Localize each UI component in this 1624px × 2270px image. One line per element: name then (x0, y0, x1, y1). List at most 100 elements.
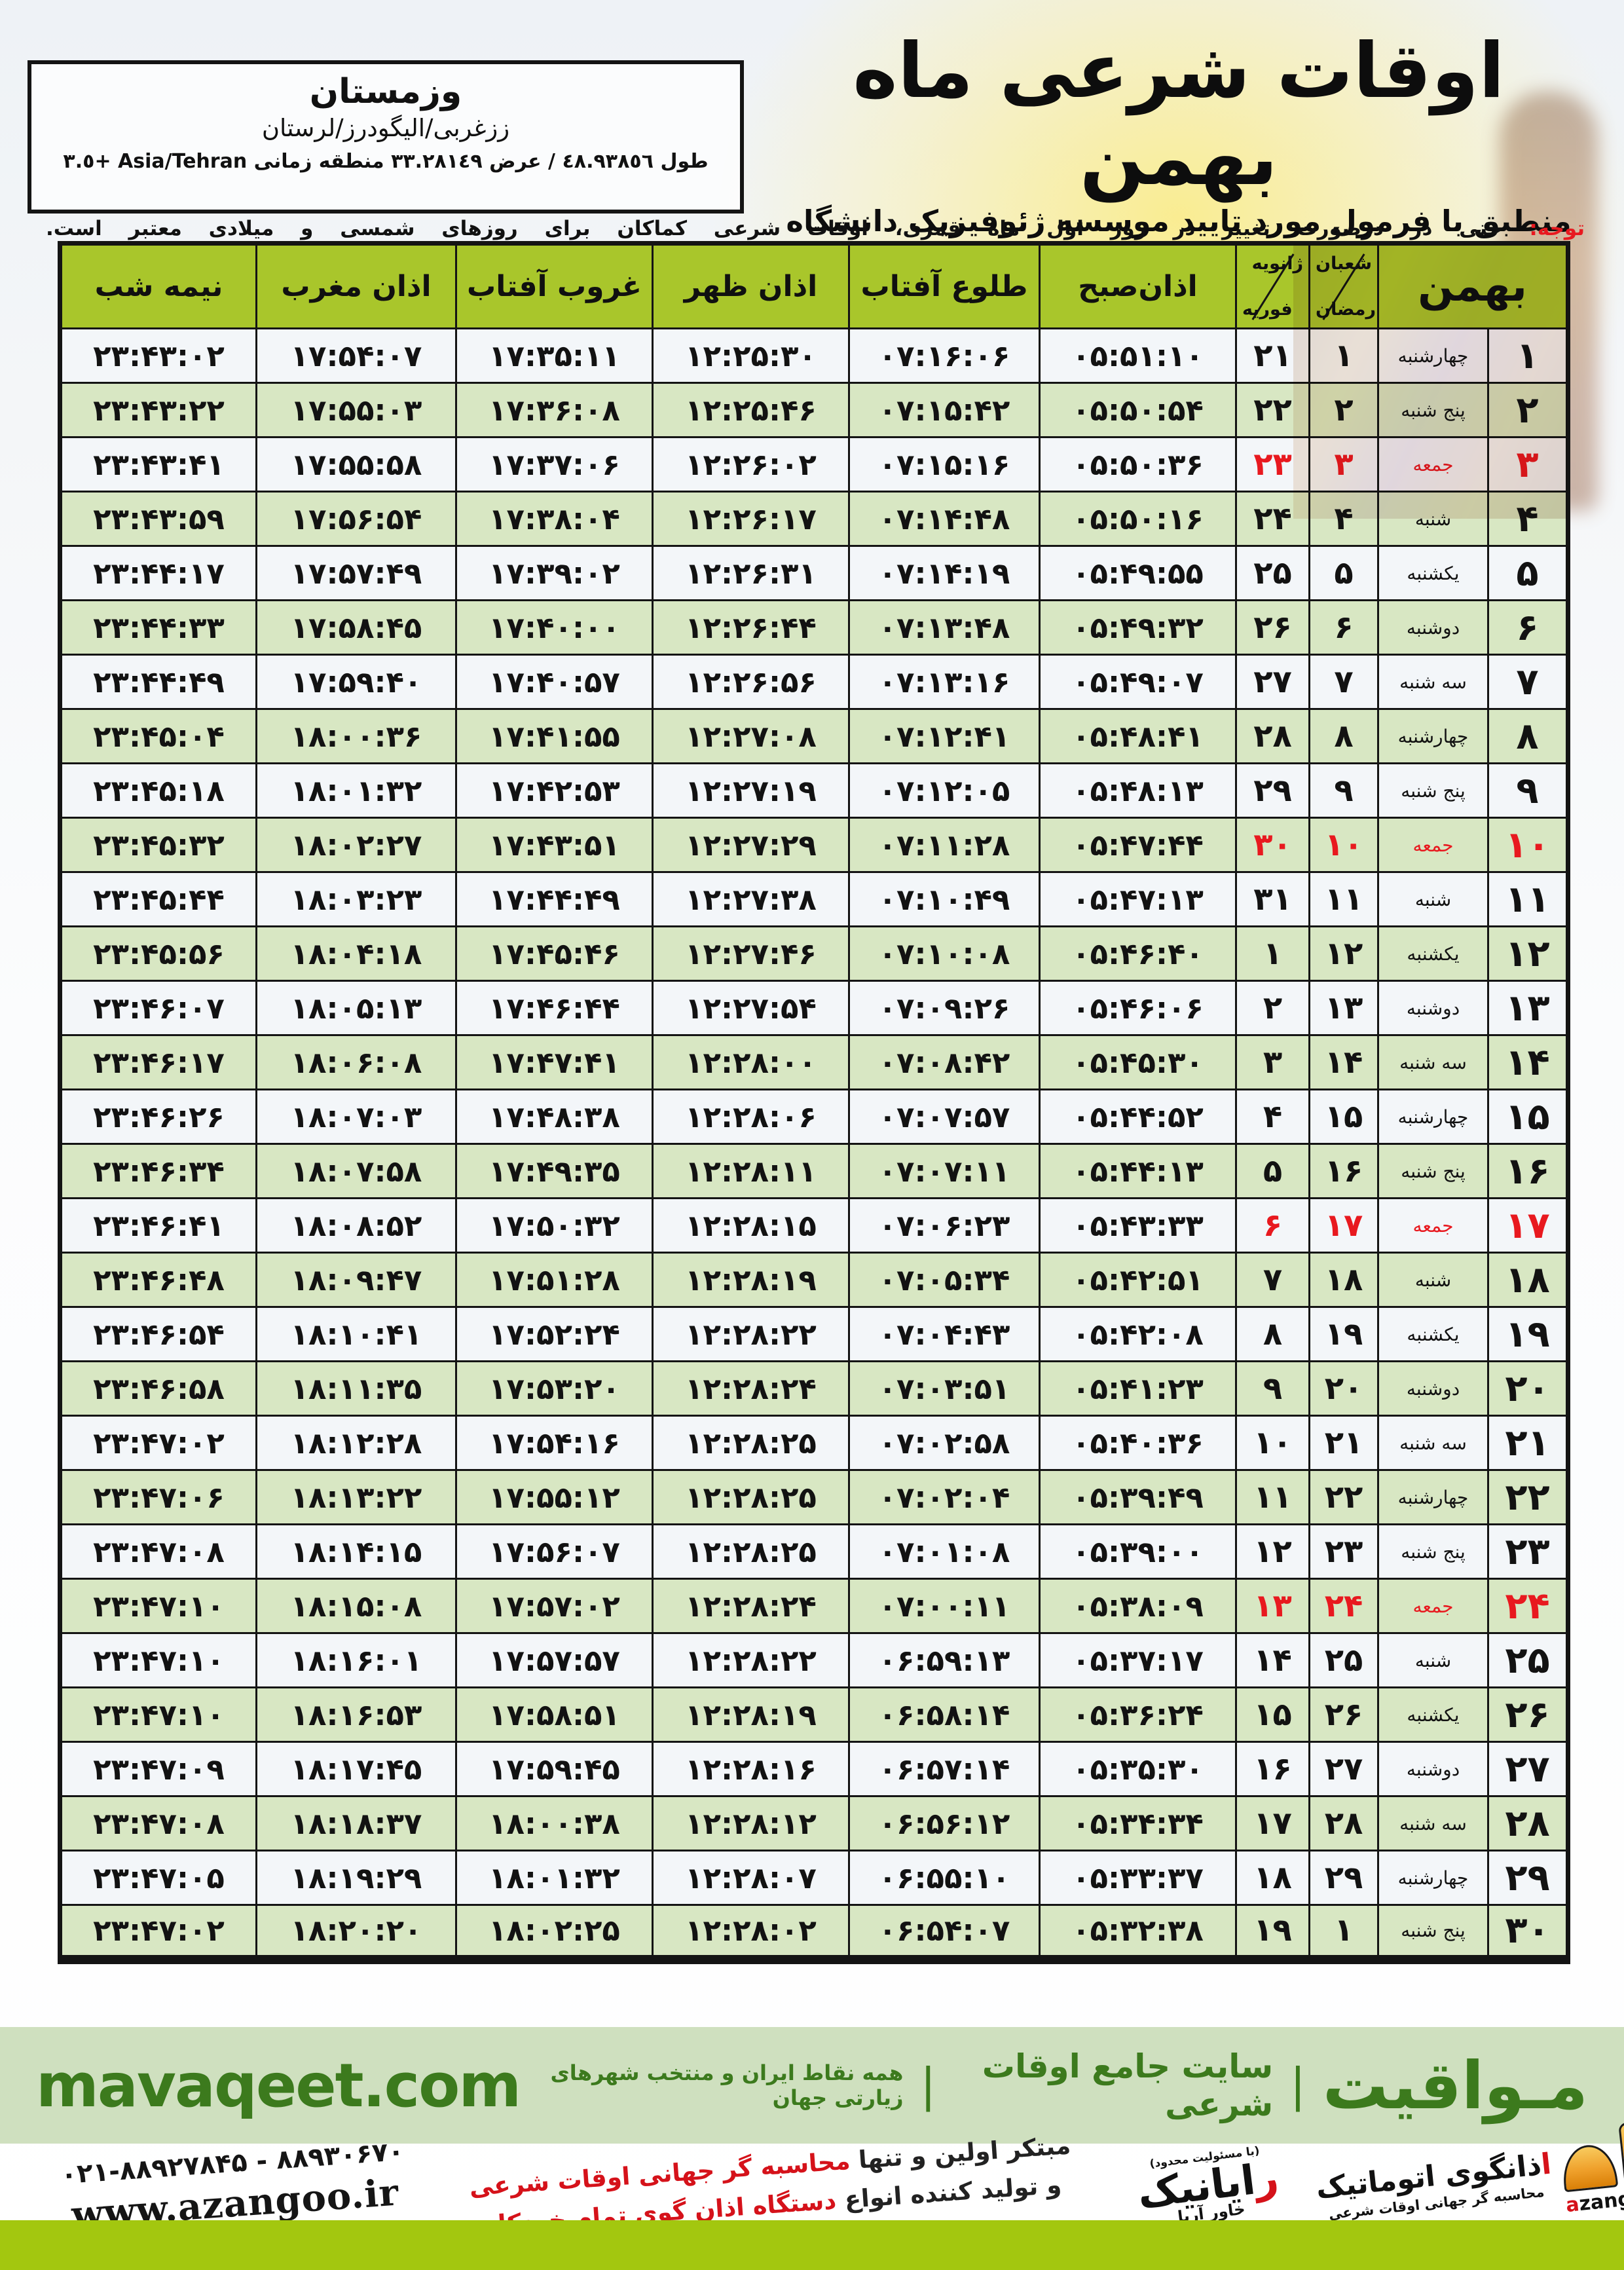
cell-weekday: یکشنبه (1377, 545, 1489, 601)
page-title: اوقات شرعی ماه بهمن (853, 27, 1505, 203)
cell-sunrise-time: ۰۷:۱۳:۱۶ (848, 654, 1041, 710)
cell-midnight-time: ۲۳:۴۴:۱۷ (59, 545, 257, 601)
table-row: ۱۴ سه شنبه ۱۴ ۳ ۰۵:۴۵:۳۰ ۰۷:۰۸:۴۲ ۱۲:۲۸:… (59, 1034, 1569, 1090)
cell-sunrise-time: ۰۷:۰۰:۱۱ (848, 1578, 1041, 1634)
cell-maghrib-time: ۱۷:۵۸:۴۵ (255, 599, 457, 656)
mosque-dome-icon: azangoo (1558, 2116, 1624, 2217)
cell-lunar-day: ۲۶ (1308, 1686, 1379, 1743)
cell-sunset-time: ۱۷:۵۷:۰۲ (455, 1578, 654, 1634)
cell-fajr-time: ۰۵:۴۸:۴۱ (1039, 708, 1237, 764)
cell-dhuhr-time: ۱۲:۲۸:۲۵ (652, 1523, 850, 1580)
cell-lunar-day: ۲۷ (1308, 1741, 1379, 1797)
cell-weekday: سه شنبه (1377, 1034, 1489, 1090)
cell-sunrise-time: ۰۷:۰۷:۵۷ (848, 1088, 1041, 1145)
cell-sunrise-time: ۰۷:۰۸:۴۲ (848, 1034, 1041, 1090)
cell-fajr-time: ۰۵:۴۵:۳۰ (1039, 1034, 1237, 1090)
table-row: ۱۵ چهارشنبه ۱۵ ۴ ۰۵:۴۴:۵۲ ۰۷:۰۷:۵۷ ۱۲:۲۸… (59, 1088, 1569, 1145)
cell-bahman-day: ۲۵ (1487, 1632, 1569, 1688)
cell-sunset-time: ۱۷:۵۸:۵۱ (455, 1686, 654, 1743)
cell-sunrise-time: ۰۷:۱۰:۰۸ (848, 925, 1041, 982)
cell-sunset-time: ۱۷:۴۰:۰۰ (455, 599, 654, 656)
cell-maghrib-time: ۱۸:۰۸:۵۲ (255, 1197, 457, 1254)
cell-gregorian-day: ۲۷ (1235, 654, 1310, 710)
cell-sunrise-time: ۰۷:۰۷:۱۱ (848, 1143, 1041, 1199)
cell-sunset-time: ۱۷:۵۲:۲۴ (455, 1306, 654, 1362)
cell-maghrib-time: ۱۷:۵۶:۵۴ (255, 491, 457, 547)
cell-gregorian-day: ۲۸ (1235, 708, 1310, 764)
cell-fajr-time: ۰۵:۳۸:۰۹ (1039, 1578, 1237, 1634)
cell-weekday: پنج شنبه (1377, 762, 1489, 819)
cell-weekday: شنبه (1377, 1632, 1489, 1688)
cell-fajr-time: ۰۵:۴۴:۵۲ (1039, 1088, 1237, 1145)
cell-sunrise-time: ۰۷:۰۲:۰۴ (848, 1469, 1041, 1525)
cell-maghrib-time: ۱۸:۰۶:۰۸ (255, 1034, 457, 1090)
cell-sunset-time: ۱۷:۴۱:۵۵ (455, 708, 654, 764)
table-row: ۲۹ چهارشنبه ۲۹ ۱۸ ۰۵:۳۳:۳۷ ۰۶:۵۵:۱۰ ۱۲:۲… (59, 1850, 1569, 1906)
cell-bahman-day: ۱۵ (1487, 1088, 1569, 1145)
dome-shape (1560, 2142, 1618, 2193)
cell-dhuhr-time: ۱۲:۲۷:۲۹ (652, 817, 850, 873)
cell-maghrib-time: ۱۷:۵۹:۴۰ (255, 654, 457, 710)
notice-line: توجه: حتی در درصورت تغییر در روز اول ماه… (46, 217, 1585, 240)
cell-sunrise-time: ۰۷:۱۵:۴۲ (848, 382, 1041, 438)
table-row: ۸ چهارشنبه ۸ ۲۸ ۰۵:۴۸:۴۱ ۰۷:۱۲:۴۱ ۱۲:۲۷:… (59, 708, 1569, 764)
cell-midnight-time: ۲۳:۴۷:۰۶ (59, 1469, 257, 1525)
cell-bahman-day: ۸ (1487, 708, 1569, 764)
table-row: ۷ سه شنبه ۷ ۲۷ ۰۵:۴۹:۰۷ ۰۷:۱۳:۱۶ ۱۲:۲۶:۵… (59, 654, 1569, 710)
table-row: ۳ جمعه ۳ ۲۳ ۰۵:۵۰:۳۶ ۰۷:۱۵:۱۶ ۱۲:۲۶:۰۲ ۱… (59, 436, 1569, 493)
cell-bahman-day: ۲ (1487, 382, 1569, 438)
table-row: ۹ پنج شنبه ۹ ۲۹ ۰۵:۴۸:۱۳ ۰۷:۱۲:۰۵ ۱۲:۲۷:… (59, 762, 1569, 819)
cell-fajr-time: ۰۵:۴۲:۰۸ (1039, 1306, 1237, 1362)
col-header-maghrib: اذان مغرب (255, 242, 457, 329)
cell-maghrib-time: ۱۷:۵۴:۰۷ (255, 327, 457, 384)
cell-bahman-day: ۱ (1487, 327, 1569, 384)
lunar-month-bottom-label: رمضان (1316, 299, 1376, 320)
cell-fajr-time: ۰۵:۴۶:۰۶ (1039, 980, 1237, 1036)
cell-midnight-time: ۲۳:۴۳:۵۹ (59, 491, 257, 547)
cell-bahman-day: ۱۲ (1487, 925, 1569, 982)
cell-dhuhr-time: ۱۲:۲۶:۰۲ (652, 436, 850, 493)
cell-gregorian-day: ۹ (1235, 1360, 1310, 1417)
cell-sunrise-time: ۰۷:۰۱:۰۸ (848, 1523, 1041, 1580)
cell-fajr-time: ۰۵:۴۳:۳۳ (1039, 1197, 1237, 1254)
cell-sunrise-time: ۰۶:۵۴:۰۷ (848, 1904, 1041, 1960)
cell-dhuhr-time: ۱۲:۲۸:۱۶ (652, 1741, 850, 1797)
cell-dhuhr-time: ۱۲:۲۶:۵۶ (652, 654, 850, 710)
cell-lunar-day: ۲۹ (1308, 1850, 1379, 1906)
cell-sunset-time: ۱۸:۰۰:۳۸ (455, 1795, 654, 1851)
cell-fajr-time: ۰۵:۵۰:۳۶ (1039, 436, 1237, 493)
cell-fajr-time: ۰۵:۳۳:۳۷ (1039, 1850, 1237, 1906)
cell-midnight-time: ۲۳:۴۷:۱۰ (59, 1632, 257, 1688)
cell-gregorian-day: ۱۸ (1235, 1850, 1310, 1906)
cell-maghrib-time: ۱۸:۱۸:۳۷ (255, 1795, 457, 1851)
cell-weekday: چهارشنبه (1377, 1850, 1489, 1906)
cell-midnight-time: ۲۳:۴۷:۰۸ (59, 1795, 257, 1851)
cell-midnight-time: ۲۳:۴۶:۱۷ (59, 1034, 257, 1090)
table-row: ۵ یکشنبه ۵ ۲۵ ۰۵:۴۹:۵۵ ۰۷:۱۴:۱۹ ۱۲:۲۶:۳۱… (59, 545, 1569, 601)
cell-bahman-day: ۲۳ (1487, 1523, 1569, 1580)
table-row: ۴ شنبه ۴ ۲۴ ۰۵:۵۰:۱۶ ۰۷:۱۴:۴۸ ۱۲:۲۶:۱۷ ۱… (59, 491, 1569, 547)
mavaqeet-brand: مـواقیت (1322, 2047, 1588, 2124)
cell-midnight-time: ۲۳:۴۷:۰۵ (59, 1850, 257, 1906)
cell-fajr-time: ۰۵:۵۱:۱۰ (1039, 327, 1237, 384)
cell-dhuhr-time: ۱۲:۲۸:۰۲ (652, 1904, 850, 1960)
cell-dhuhr-time: ۱۲:۲۷:۳۸ (652, 871, 850, 927)
cell-weekday: دوشنبه (1377, 980, 1489, 1036)
cell-maghrib-time: ۱۸:۱۰:۴۱ (255, 1306, 457, 1362)
cell-lunar-day: ۱۳ (1308, 980, 1379, 1036)
cell-midnight-time: ۲۳:۴۶:۵۴ (59, 1306, 257, 1362)
cell-fajr-time: ۰۵:۴۶:۴۰ (1039, 925, 1237, 982)
cell-gregorian-day: ۴ (1235, 1088, 1310, 1145)
cell-lunar-day: ۱۸ (1308, 1252, 1379, 1308)
cell-lunar-day: ۱۷ (1308, 1197, 1379, 1254)
col-header-midnight: نیمه شب (59, 242, 257, 329)
cell-bahman-day: ۱۸ (1487, 1252, 1569, 1308)
cell-midnight-time: ۲۳:۴۳:۰۲ (59, 327, 257, 384)
cell-midnight-time: ۲۳:۴۷:۰۲ (59, 1415, 257, 1471)
cell-gregorian-day: ۱۱ (1235, 1469, 1310, 1525)
cell-gregorian-day: ۱۲ (1235, 1523, 1310, 1580)
cell-fajr-time: ۰۵:۴۱:۲۳ (1039, 1360, 1237, 1417)
table-row: ۱ چهارشنبه ۱ ۲۱ ۰۵:۵۱:۱۰ ۰۷:۱۶:۰۶ ۱۲:۲۵:… (59, 327, 1569, 384)
cell-fajr-time: ۰۵:۳۷:۱۷ (1039, 1632, 1237, 1688)
cell-bahman-day: ۷ (1487, 654, 1569, 710)
